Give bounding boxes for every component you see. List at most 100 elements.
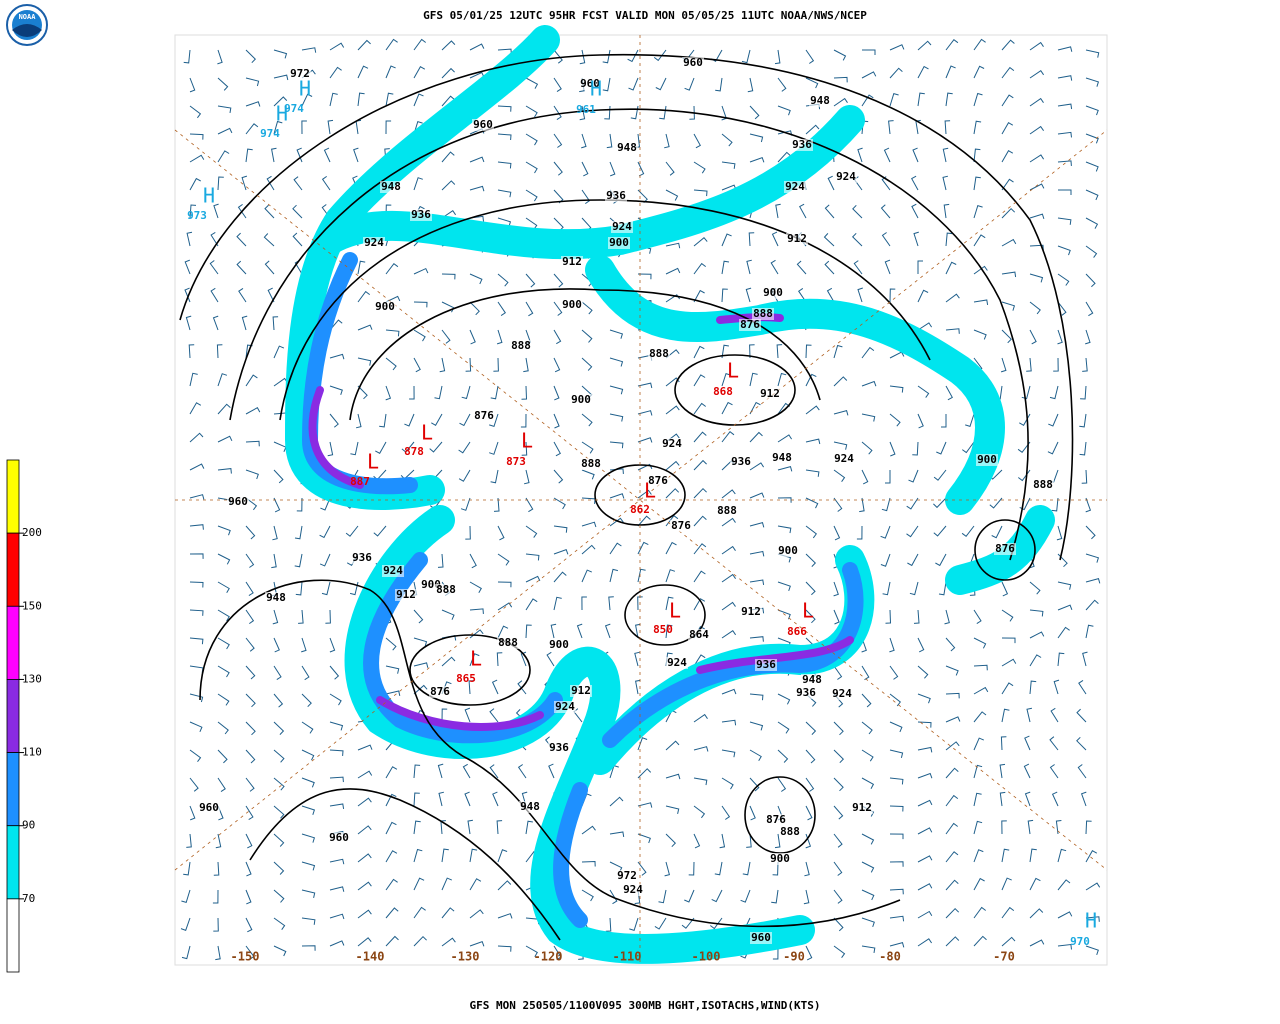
wind-barb: [469, 329, 476, 345]
jet-path: [376, 696, 544, 731]
wind-barb: [581, 860, 596, 867]
wind-barb: [824, 260, 835, 275]
wind-barb: [777, 434, 793, 443]
wind-barb: [710, 917, 723, 930]
wind-barb: [721, 161, 736, 169]
wind-barb: [579, 105, 586, 121]
colorbar-label: 70: [22, 892, 35, 905]
wind-barb: [609, 413, 624, 422]
wind-barb: [943, 203, 950, 219]
wind-barb: [458, 441, 471, 454]
contour-label: 948: [772, 451, 792, 464]
wind-barb: [637, 541, 649, 555]
wind-barb: [833, 525, 841, 541]
wind-barb: [496, 820, 503, 835]
wind-barb: [441, 329, 451, 344]
wind-barb: [355, 413, 362, 429]
contour-label: 912: [787, 232, 807, 245]
jet-path: [696, 636, 854, 674]
wind-barb: [1001, 820, 1007, 835]
wind-barb: [805, 721, 817, 735]
contour-label: 936: [796, 686, 816, 699]
contour-label: 876: [648, 474, 668, 487]
wind-barb: [385, 263, 399, 275]
contour-label: 888: [1033, 478, 1053, 491]
wind-barb: [805, 497, 819, 509]
wind-barb: [777, 693, 791, 705]
wind-barb: [799, 203, 807, 219]
contour-label: 960: [199, 801, 219, 814]
wind-barb: [861, 889, 875, 901]
wind-barb: [1001, 150, 1014, 163]
contour-label: 924: [364, 236, 384, 249]
wind-barb: [329, 66, 342, 79]
high-symbol: H: [203, 184, 215, 208]
wind-barb: [295, 581, 303, 596]
wind-barb: [357, 385, 368, 400]
wind-barb: [889, 385, 904, 393]
wind-barb: [245, 749, 256, 764]
wind-barb: [962, 441, 975, 454]
wind-barb: [213, 917, 219, 932]
wind-barb: [1085, 329, 1091, 345]
wind-barb: [329, 665, 340, 680]
wind-barb: [357, 909, 372, 919]
wind-barb: [885, 609, 892, 624]
wind-barb: [721, 260, 730, 275]
contour-label: 948: [266, 591, 286, 604]
wind-barb: [245, 805, 254, 821]
wind-barb: [777, 151, 791, 163]
wind-barb: [861, 861, 875, 873]
wind-barb: [245, 637, 255, 652]
wind-barb: [942, 175, 949, 191]
wind-barb: [889, 288, 896, 303]
wind-barb: [630, 105, 639, 120]
low-symbol: L: [367, 450, 379, 474]
wind-barb: [1056, 525, 1063, 541]
wind-barb: [635, 679, 641, 695]
wind-barb: [749, 693, 764, 701]
wind-barb: [553, 133, 563, 148]
wind-barb: [721, 344, 729, 359]
wind-barb: [319, 553, 331, 567]
wind-barb: [749, 105, 760, 120]
wind-barb: [715, 77, 723, 92]
wind-barb: [909, 581, 919, 596]
wind-barb: [357, 324, 373, 331]
contour-label: 912: [396, 588, 416, 601]
wind-barb: [525, 525, 538, 538]
label-backing: [809, 95, 831, 107]
wind-barb: [375, 441, 387, 454]
wind-barb: [272, 609, 279, 625]
wind-barb: [973, 935, 987, 947]
wind-barb: [581, 301, 593, 315]
label-backing: [289, 68, 311, 80]
wind-barb: [945, 822, 958, 835]
contour-label: 900: [375, 300, 395, 313]
wind-barb: [693, 459, 707, 471]
low-value: 862: [630, 503, 650, 516]
wind-barb: [851, 232, 863, 247]
wind-barb: [469, 581, 482, 594]
wind-barb: [856, 525, 863, 540]
label-backing: [570, 685, 592, 697]
wind-barb: [942, 147, 949, 163]
wind-barb: [1001, 658, 1017, 667]
wind-barb: [805, 777, 815, 792]
wind-barb: [973, 711, 987, 723]
wind-barb: [357, 937, 372, 947]
wind-barb: [497, 217, 512, 227]
wind-barb: [941, 414, 947, 428]
wind-barb: [437, 763, 444, 779]
wind-barb: [273, 889, 285, 903]
wind-barb: [431, 413, 443, 426]
contour-label: 936: [792, 138, 812, 151]
wind-barb: [217, 150, 230, 163]
wind-barb: [385, 92, 394, 107]
wind-barb: [861, 749, 874, 762]
wind-barb: [385, 329, 400, 337]
wind-barb: [553, 548, 569, 555]
wind-barb: [827, 175, 835, 191]
wind-barb: [553, 273, 564, 288]
wind-barb: [973, 120, 982, 135]
